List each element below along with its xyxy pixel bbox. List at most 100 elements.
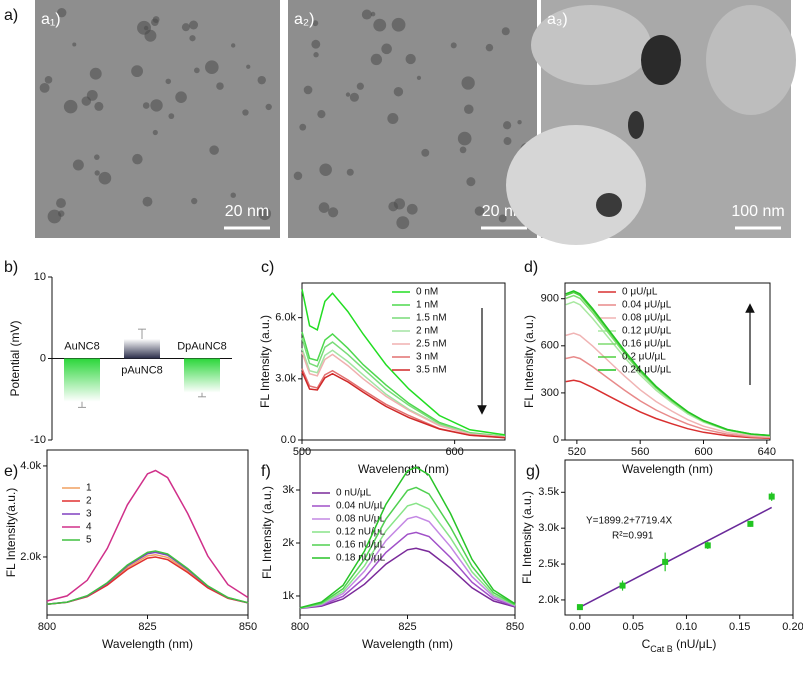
y-tick-label: 1k xyxy=(282,590,294,602)
annotation: R²=0.991 xyxy=(612,531,654,542)
x-tick-label: 600 xyxy=(694,446,712,458)
micrograph xyxy=(288,0,537,238)
particle xyxy=(151,18,159,27)
bright-region xyxy=(531,5,651,85)
plot-frame xyxy=(564,282,771,441)
y-axis-label: FL Intensity(a.u.) xyxy=(4,488,18,578)
point xyxy=(704,542,711,549)
particle xyxy=(265,103,272,111)
y-tick-label: 0.0 xyxy=(281,434,296,446)
bar-label: DpAuNC8 xyxy=(177,340,227,352)
particle xyxy=(209,145,219,155)
legend-label: 0.16 nU/μL xyxy=(336,540,386,551)
x-axis-label: Wavelength (nm) xyxy=(358,462,449,476)
panel-label: e) xyxy=(4,463,18,480)
particle xyxy=(258,207,272,221)
particle xyxy=(242,109,249,116)
legend-label: 3 nM xyxy=(416,352,438,363)
scale-bar-label: 100 nm xyxy=(731,203,784,220)
y-tick-label: 3.5k xyxy=(538,486,559,498)
spectrum-line xyxy=(299,547,516,610)
spectrum-line xyxy=(46,556,249,605)
micrograph xyxy=(35,0,280,238)
spectrum-line xyxy=(301,371,506,439)
particle xyxy=(391,17,406,32)
particle xyxy=(318,202,330,213)
spectrum-line xyxy=(301,337,506,438)
x-tick-label: 800 xyxy=(291,621,309,633)
particle xyxy=(299,123,307,131)
bar xyxy=(64,358,100,402)
legend-label: 0 μU/μL xyxy=(622,287,658,298)
legend-label: 3.5 nM xyxy=(416,365,447,376)
y-tick-label: 3.0k xyxy=(538,522,559,534)
x-tick-label: 850 xyxy=(239,621,257,633)
panel-label: a) xyxy=(4,7,18,24)
particle xyxy=(72,42,77,47)
spectrum-line xyxy=(565,356,771,439)
x-axis-label: Wavelength (nm) xyxy=(622,462,713,476)
particle xyxy=(501,27,510,36)
y-tick-label: 3.0k xyxy=(275,373,296,385)
particle xyxy=(303,85,313,95)
particle xyxy=(191,197,198,205)
spectrum-line xyxy=(565,290,771,437)
x-tick-label: 0.05 xyxy=(622,621,643,633)
y-tick-label: 6.0k xyxy=(275,312,296,324)
x-tick-label: 825 xyxy=(138,621,156,633)
particle xyxy=(216,82,224,90)
particle xyxy=(457,131,472,146)
particle xyxy=(393,87,404,97)
particle xyxy=(150,99,163,112)
particle xyxy=(131,65,143,78)
particle xyxy=(328,207,339,218)
legend-label: 0 nU/μL xyxy=(336,488,372,499)
spectrum-line xyxy=(299,531,516,610)
aggregate xyxy=(596,193,622,217)
y-tick-label: 0 xyxy=(40,352,46,364)
bar-label: pAuNC8 xyxy=(121,364,163,376)
legend-label: 1.5 nM xyxy=(416,313,447,324)
legend-label: 1 nM xyxy=(416,300,438,311)
image-label: a₃) xyxy=(547,11,568,28)
y-tick-label: 2.0k xyxy=(20,551,41,563)
fit-line xyxy=(579,506,773,608)
particle xyxy=(58,210,65,217)
spectrum-line xyxy=(301,331,506,438)
legend-label: 0.16 μU/μL xyxy=(622,339,672,350)
spectrum-line xyxy=(299,466,516,609)
particle xyxy=(317,110,326,119)
particle xyxy=(361,9,372,20)
particle xyxy=(194,67,200,74)
x-tick-label: 520 xyxy=(568,446,586,458)
particle xyxy=(293,171,303,181)
y-tick-label: 3k xyxy=(282,484,294,496)
particle xyxy=(86,89,98,101)
scale-bar-label: 20 nm xyxy=(225,203,269,220)
particle xyxy=(144,29,157,42)
y-tick-label: -10 xyxy=(30,434,46,446)
particle xyxy=(56,198,66,209)
particle xyxy=(416,75,422,81)
plot-frame xyxy=(564,459,794,616)
particle xyxy=(503,137,512,145)
particle xyxy=(396,216,410,230)
y-tick-label: 300 xyxy=(541,387,559,399)
particle xyxy=(205,60,219,74)
legend-label: 0.12 μU/μL xyxy=(622,326,672,337)
x-tick-label: 0.00 xyxy=(569,621,590,633)
annotation: Y=1899.2+7719.4X xyxy=(586,516,673,527)
spectrum-line xyxy=(299,515,516,609)
bar-label: AuNC8 xyxy=(64,340,99,352)
legend-label: 1 xyxy=(86,483,92,494)
legend-label: 0.12 nU/μL xyxy=(336,527,386,538)
y-axis-label: FL Intensity (a.u.) xyxy=(260,486,274,579)
spectrum-line xyxy=(46,553,249,605)
particle xyxy=(346,168,354,176)
particle xyxy=(485,43,494,52)
particle xyxy=(63,99,78,114)
spectrum-line xyxy=(46,469,249,602)
point xyxy=(619,582,626,589)
panel-label: f) xyxy=(261,463,271,480)
